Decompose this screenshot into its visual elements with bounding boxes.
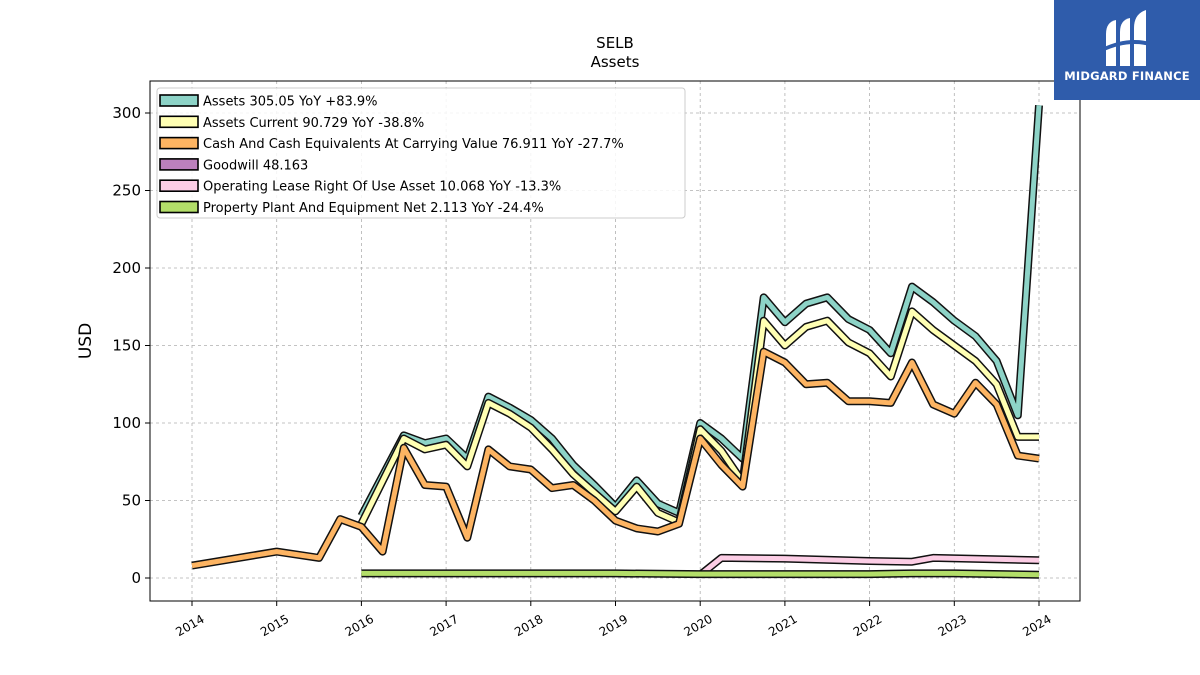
legend-label: Operating Lease Right Of Use Asset 10.06… bbox=[203, 180, 561, 195]
legend-box bbox=[156, 87, 686, 219]
series-path bbox=[359, 105, 1042, 518]
legend-label: Property Plant And Equipment Net 2.113 Y… bbox=[203, 201, 544, 216]
legend-label: Assets Current 90.729 YoY -38.8% bbox=[203, 116, 424, 131]
brand-logo: MIDGARD FINANCE bbox=[1054, 0, 1200, 100]
series-line-1 bbox=[357, 307, 1039, 527]
series-line-2 bbox=[191, 347, 1040, 570]
brand-name: MIDGARD FINANCE bbox=[1064, 69, 1190, 83]
midgard-logo-icon bbox=[1102, 10, 1150, 66]
y-tick-label: 300 bbox=[112, 104, 141, 122]
y-axis-label: USD bbox=[76, 323, 96, 359]
legend-label: Goodwill 48.163 bbox=[203, 158, 308, 173]
series-path bbox=[698, 555, 1040, 577]
chart-title: SELB bbox=[596, 34, 634, 52]
series-path bbox=[359, 308, 1039, 525]
series-line-0 bbox=[357, 105, 1043, 518]
y-tick-label: 50 bbox=[122, 492, 141, 510]
legend-swatch bbox=[159, 94, 199, 107]
series-line-4 bbox=[697, 553, 1040, 579]
series-path bbox=[191, 349, 1040, 569]
legend-swatch bbox=[159, 200, 199, 214]
legend-label: Assets 305.05 YoY +83.9% bbox=[203, 95, 378, 110]
y-tick-label: 200 bbox=[112, 259, 141, 277]
chart-subtitle: Assets bbox=[591, 53, 640, 71]
legend-swatch bbox=[159, 179, 199, 192]
legend: Assets 305.05 YoY +83.9% Assets Current 9… bbox=[156, 87, 686, 219]
series-line-5 bbox=[361, 569, 1040, 579]
legend-swatch bbox=[159, 136, 199, 150]
series-layer bbox=[191, 105, 1043, 579]
series-path bbox=[361, 570, 1040, 578]
legend-label: Cash And Cash Equivalents At Carrying Va… bbox=[203, 137, 624, 152]
legend-swatch bbox=[159, 158, 199, 171]
y-tick-label: 250 bbox=[112, 182, 141, 200]
y-tick-label: 150 bbox=[112, 337, 141, 355]
y-tick-label: 100 bbox=[112, 414, 141, 432]
legend-swatch bbox=[159, 115, 199, 129]
y-tick-label: 0 bbox=[131, 569, 141, 587]
y-axis: 0 50 100 150 200 250 300 bbox=[112, 104, 150, 587]
